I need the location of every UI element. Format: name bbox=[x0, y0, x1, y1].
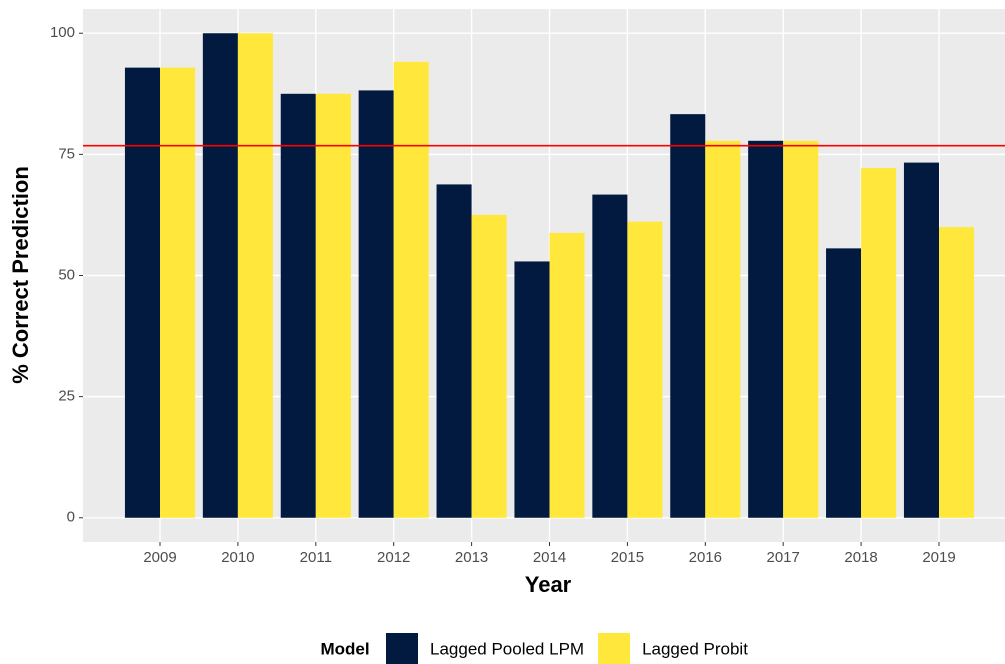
bar bbox=[237, 33, 273, 518]
bar bbox=[670, 114, 706, 518]
bar bbox=[783, 140, 819, 518]
x-tick-label: 2019 bbox=[922, 549, 955, 566]
y-tick-label: 75 bbox=[58, 145, 75, 162]
bar bbox=[826, 248, 862, 518]
x-tick-label: 2014 bbox=[533, 549, 566, 566]
y-tick-label: 100 bbox=[50, 24, 75, 41]
bar bbox=[160, 67, 196, 518]
legend-swatch bbox=[598, 633, 631, 664]
x-tick-label: 2016 bbox=[689, 549, 722, 566]
bar bbox=[393, 61, 429, 518]
x-tick-label: 2013 bbox=[455, 549, 488, 566]
y-axis-title: % Correct Prediction bbox=[8, 166, 33, 384]
x-tick-label: 2018 bbox=[844, 549, 877, 566]
legend-label: Lagged Pooled LPM bbox=[430, 639, 584, 658]
bar bbox=[705, 140, 741, 518]
y-tick-label: 50 bbox=[58, 266, 75, 283]
legend-title: Model bbox=[320, 639, 369, 658]
x-tick-label: 2017 bbox=[767, 549, 800, 566]
y-tick-label: 0 bbox=[67, 509, 75, 526]
legend-label: Lagged Probit bbox=[642, 639, 748, 658]
bar bbox=[861, 167, 897, 518]
x-tick-label: 2011 bbox=[300, 549, 332, 566]
bar bbox=[514, 261, 550, 518]
bar bbox=[549, 232, 585, 518]
bar bbox=[124, 67, 160, 518]
x-tick-label: 2012 bbox=[377, 549, 410, 566]
bar bbox=[280, 93, 316, 518]
y-tick-label: 25 bbox=[58, 388, 75, 405]
x-axis-title: Year bbox=[525, 572, 572, 597]
bar bbox=[903, 162, 939, 518]
legend-swatch bbox=[386, 633, 418, 664]
bar bbox=[592, 194, 628, 518]
bar bbox=[315, 93, 351, 518]
bar bbox=[358, 90, 394, 518]
x-tick-label: 2010 bbox=[221, 549, 254, 566]
bar bbox=[627, 221, 663, 518]
bar bbox=[471, 214, 507, 518]
bar bbox=[436, 184, 472, 518]
x-tick-label: 2009 bbox=[143, 549, 176, 566]
bar bbox=[939, 227, 975, 518]
bar bbox=[748, 140, 784, 518]
bar bbox=[202, 33, 238, 518]
x-tick-label: 2015 bbox=[611, 549, 644, 566]
